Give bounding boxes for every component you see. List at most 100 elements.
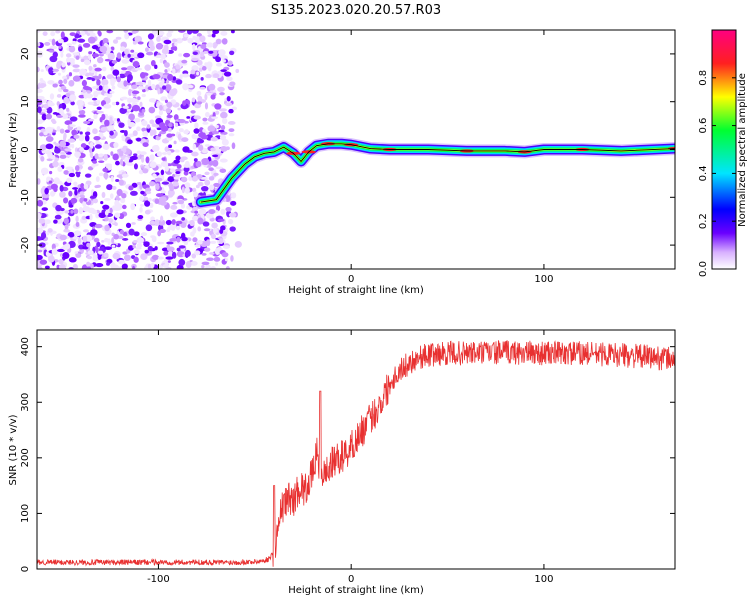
noise-blob	[165, 219, 172, 226]
noise-blob	[132, 61, 140, 68]
noise-blob	[95, 140, 100, 146]
noise-blob	[201, 261, 210, 266]
noise-blob	[96, 79, 101, 86]
noise-blob	[112, 39, 119, 44]
noise-blob	[145, 138, 149, 144]
noise-blob	[71, 143, 75, 149]
noise-blob	[118, 259, 126, 265]
noise-blob	[234, 240, 242, 248]
noise-blob	[231, 106, 238, 111]
noise-blob	[39, 259, 48, 265]
noise-blob	[139, 151, 147, 156]
noise-blob	[47, 151, 53, 159]
noise-blob	[175, 220, 183, 225]
noise-blob	[98, 160, 105, 164]
noise-blob	[59, 207, 65, 212]
noise-blob	[159, 58, 164, 64]
noise-blob	[43, 131, 48, 136]
noise-blob	[204, 93, 208, 101]
noise-blob	[111, 60, 118, 64]
noise-blob	[183, 166, 190, 172]
noise-blob	[63, 132, 67, 140]
noise-blob	[215, 262, 219, 266]
noise-blob	[110, 151, 114, 156]
noise-blob	[181, 176, 188, 183]
noise-blob	[96, 241, 101, 248]
noise-blob	[141, 108, 146, 113]
noise-blob	[73, 230, 82, 237]
noise-blob	[206, 257, 215, 262]
noise-blob	[147, 197, 152, 202]
noise-blob	[37, 212, 42, 220]
noise-blob	[188, 85, 194, 89]
noise-blob	[102, 37, 109, 44]
noise-blob	[212, 30, 220, 34]
noise-blob	[203, 51, 209, 54]
noise-blob	[67, 138, 76, 143]
noise-blob	[70, 209, 74, 214]
noise-blob	[213, 256, 221, 262]
bottom-y-axis-label: SNR (10 * v/v)	[8, 414, 19, 485]
noise-blob	[167, 127, 172, 132]
noise-blob	[69, 32, 76, 37]
noise-blob	[104, 172, 108, 180]
noise-blob	[140, 190, 145, 195]
noise-blob	[139, 195, 145, 202]
noise-blob	[111, 237, 115, 245]
noise-blob	[104, 92, 109, 96]
noise-blob	[116, 52, 122, 59]
noise-blob	[132, 245, 137, 249]
noise-blob	[169, 212, 178, 218]
noise-blob	[167, 176, 175, 183]
noise-blob	[143, 241, 150, 247]
noise-blob	[229, 50, 235, 56]
noise-blob	[78, 134, 85, 142]
noise-blob	[91, 53, 100, 58]
noise-blob	[165, 107, 172, 114]
noise-blob	[167, 68, 171, 72]
noise-blob	[173, 140, 177, 145]
noise-blob	[226, 76, 233, 82]
noise-blob	[98, 85, 103, 91]
noise-blob	[72, 64, 80, 68]
noise-blob	[113, 206, 122, 211]
noise-blob	[45, 143, 54, 150]
noise-blob	[157, 88, 161, 95]
noise-blob	[160, 169, 165, 176]
noise-blob	[89, 142, 94, 149]
colorbar-tick-label: 0.4	[698, 165, 709, 181]
noise-blob	[164, 69, 168, 73]
noise-blob	[45, 113, 53, 120]
noise-blob	[87, 53, 92, 61]
ridge-center-line	[200, 143, 675, 203]
noise-blob	[157, 241, 165, 245]
top-x-tick-label: -100	[147, 274, 170, 285]
noise-blob	[201, 147, 208, 154]
noise-blob	[137, 96, 141, 100]
noise-blob	[77, 237, 82, 245]
noise-blob	[119, 229, 125, 235]
noise-blob	[176, 247, 182, 252]
noise-blob	[37, 106, 42, 114]
noise-blob	[156, 36, 161, 42]
noise-blob	[40, 156, 45, 162]
noise-blob	[50, 118, 56, 123]
noise-blob	[148, 106, 156, 114]
noise-blob	[172, 68, 176, 75]
noise-blob	[61, 62, 66, 68]
noise-blob	[47, 100, 52, 107]
noise-blob	[164, 259, 169, 266]
noise-blob	[183, 33, 189, 38]
noise-blob	[164, 164, 169, 172]
noise-blob	[224, 258, 229, 262]
noise-blob	[139, 183, 143, 190]
noise-blob	[226, 96, 231, 102]
noise-blob	[154, 64, 158, 70]
noise-blob	[181, 37, 188, 41]
noise-blob	[152, 173, 157, 178]
noise-blob	[132, 265, 136, 269]
noise-blob	[95, 184, 101, 188]
noise-blob	[41, 108, 48, 113]
noise-blob	[72, 68, 81, 73]
noise-blob	[144, 64, 152, 71]
